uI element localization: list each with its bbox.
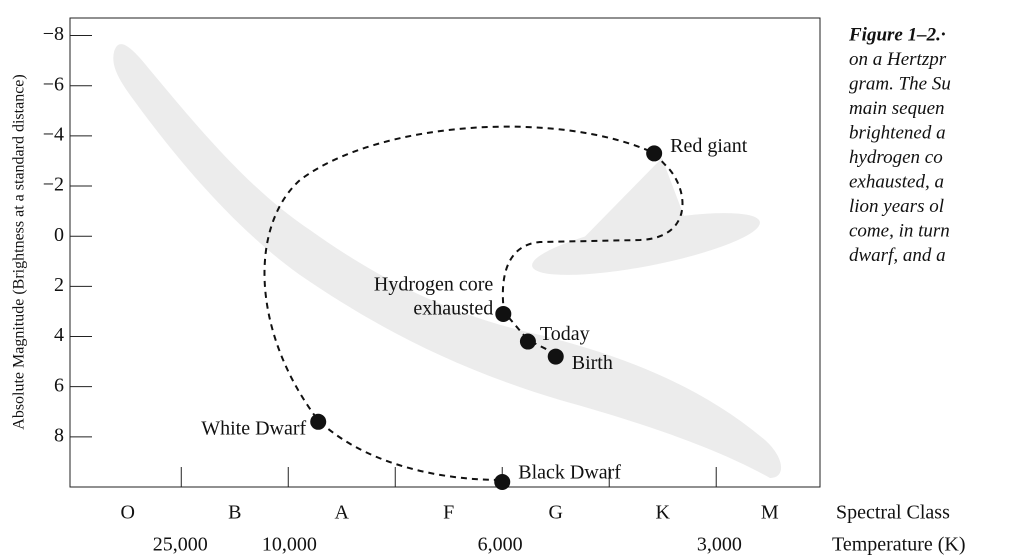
caption-line: brightened a xyxy=(849,122,946,143)
caption-line: exhausted, a xyxy=(849,171,944,192)
x-category-label: M xyxy=(761,502,779,524)
point-label: Hydrogen core xyxy=(374,274,494,296)
star-point xyxy=(495,305,512,322)
y-tick-label: −8 xyxy=(43,23,64,45)
caption-line: main sequen xyxy=(849,98,945,119)
x-category-label: K xyxy=(655,502,670,524)
point-label: Birth xyxy=(572,352,613,374)
point-label: Today xyxy=(540,323,590,345)
point-label: exhausted xyxy=(413,298,493,320)
evolution-track xyxy=(263,125,684,481)
x-category-label: F xyxy=(443,502,454,524)
star-point xyxy=(519,333,536,350)
star-point xyxy=(310,413,327,430)
y-tick-label: −2 xyxy=(43,174,64,196)
x-category-label: A xyxy=(335,502,350,524)
point-label: White Dwarf xyxy=(201,417,306,439)
point-label: Red giant xyxy=(670,135,748,157)
caption-line: on a Hertzpr xyxy=(849,49,947,70)
x-category-label: O xyxy=(121,502,135,524)
caption-line: Figure 1–2.· xyxy=(848,24,946,45)
y-tick-label: −6 xyxy=(43,73,64,95)
x-category-label: G xyxy=(549,502,563,524)
plot-frame xyxy=(69,17,821,488)
y-axis-label: Absolute Magnitude (Brightness at a stan… xyxy=(11,74,28,429)
caption-line: gram. The Su xyxy=(849,73,951,94)
y-tick-label: 0 xyxy=(54,224,64,246)
point-label: Black Dwarf xyxy=(518,462,621,484)
x2-tick-label: 10,000 xyxy=(262,534,317,556)
y-tick-label: 6 xyxy=(54,374,64,396)
caption-line: lion years ol xyxy=(849,196,944,217)
x2-tick-label: 25,000 xyxy=(153,534,208,556)
caption-line: come, in turn xyxy=(849,220,950,241)
x2-tick-label: 6,000 xyxy=(478,534,523,556)
x-category-label: B xyxy=(228,502,241,524)
caption-line: dwarf, and a xyxy=(849,245,946,266)
y-tick-label: 8 xyxy=(54,424,64,446)
star-point xyxy=(547,348,564,365)
star-point xyxy=(494,473,511,490)
x2-tick-label: 3,000 xyxy=(697,534,742,556)
x-axis-label: Spectral Class xyxy=(836,502,950,524)
main-sequence-band xyxy=(113,44,782,479)
x2-axis-label: Temperature (K) xyxy=(832,534,966,556)
caption-line: hydrogen co xyxy=(849,147,943,168)
giant-branch-clump xyxy=(532,213,760,275)
background-shapes xyxy=(113,44,782,479)
y-tick-label: −4 xyxy=(43,123,64,145)
y-tick-label: 2 xyxy=(54,274,64,296)
star-point xyxy=(646,145,663,162)
y-tick-label: 4 xyxy=(54,324,64,346)
